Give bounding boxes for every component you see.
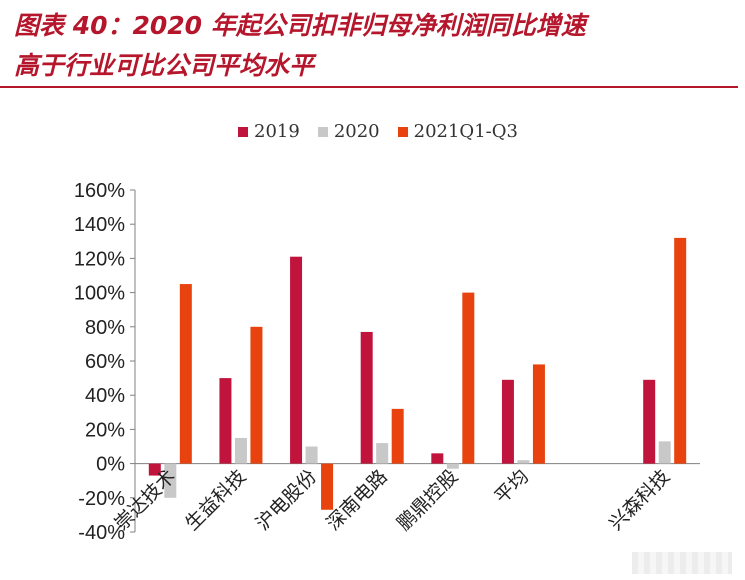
y-tick-label: 140% (74, 214, 125, 236)
legend-swatch-2019 (238, 126, 248, 137)
bar (179, 284, 192, 464)
title-divider (0, 86, 738, 88)
bar (643, 379, 656, 464)
watermark (632, 552, 732, 574)
legend-label-2019: 2019 (254, 121, 300, 142)
bar (164, 463, 177, 498)
bar (532, 364, 545, 464)
bar (674, 237, 687, 464)
legend-label-2020: 2020 (333, 121, 380, 142)
legend-swatch-2020 (317, 126, 328, 137)
y-tick-label: 20% (85, 419, 125, 441)
bar (321, 463, 334, 510)
bar (148, 463, 161, 476)
bar (431, 453, 444, 464)
y-tick-label: -20% (78, 488, 125, 510)
chart-legend: 2019 2020 2021Q1-Q3 (238, 121, 518, 142)
bar (290, 256, 303, 464)
bar (250, 326, 263, 464)
x-tick-label: 平均 (491, 466, 533, 508)
legend-label-2021q1q3: 2021Q1-Q3 (413, 121, 518, 142)
bar (391, 408, 404, 464)
bar (234, 437, 247, 464)
bar (305, 446, 318, 464)
bar-chart: -40%-20%0%20%40%60%80%100%120%140%160%崇达… (74, 180, 700, 544)
y-tick-label: 160% (74, 180, 125, 202)
legend-swatch-2021q1q3 (397, 126, 408, 137)
bar (462, 292, 475, 464)
bar (446, 463, 459, 469)
title-line-1: 图表 40：2020 年起公司扣非归母净利润同比增速 (14, 11, 586, 40)
legend-item-2020: 2020 (317, 121, 380, 142)
y-tick-label: -40% (78, 522, 125, 544)
figure-title: 图表 40：2020 年起公司扣非归母净利润同比增速 高于行业可比公司平均水平 (14, 6, 734, 86)
bar (517, 460, 530, 464)
title-line-2: 高于行业可比公司平均水平 (14, 51, 315, 80)
bar (658, 441, 671, 464)
y-tick-label: 100% (74, 283, 125, 305)
legend-item-2019: 2019 (238, 121, 300, 142)
y-tick-label: 60% (85, 351, 125, 373)
y-tick-label: 0% (96, 454, 125, 476)
y-tick-label: 80% (85, 317, 125, 339)
x-tick-label: 鹏鼎控股 (393, 466, 462, 535)
bar (219, 378, 232, 464)
x-tick-label: 沪电股份 (252, 466, 321, 535)
x-tick-label: 兴森科技 (605, 466, 674, 535)
legend-item-2021q1q3: 2021Q1-Q3 (397, 121, 518, 142)
y-tick-label: 120% (74, 248, 125, 270)
x-tick-label: 生益科技 (181, 466, 250, 535)
y-tick-label: 40% (85, 385, 125, 407)
bar (360, 331, 373, 464)
bar (376, 443, 389, 464)
bar (501, 379, 514, 464)
